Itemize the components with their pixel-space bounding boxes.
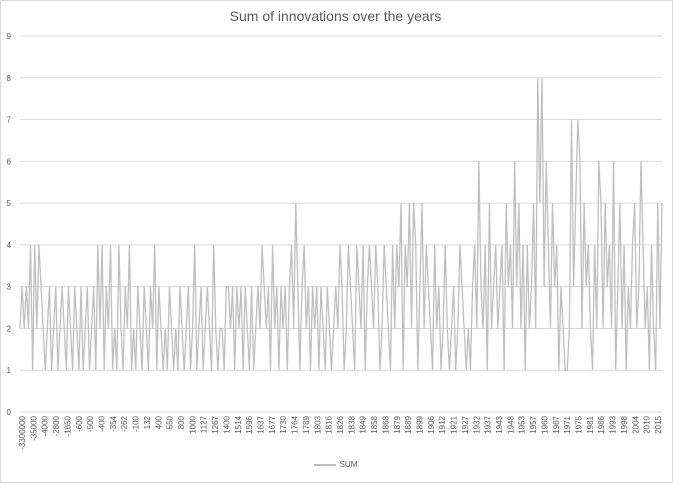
x-tick-label: -1650: [63, 415, 72, 436]
x-tick-label: 1127: [200, 415, 209, 433]
x-tick-label: 1637: [257, 415, 266, 433]
x-tick-label: 1400: [222, 415, 231, 433]
x-tick-label: 1677: [268, 415, 277, 433]
y-tick-label: 1: [7, 366, 12, 375]
x-tick-label: 2015: [654, 415, 663, 433]
x-tick-label: 1849: [359, 415, 368, 433]
y-tick-label: 6: [7, 157, 12, 166]
y-tick-label: 8: [7, 74, 12, 83]
x-tick-label: -600: [75, 415, 84, 432]
x-tick-label: 1000: [188, 415, 197, 433]
x-tick-label: 1943: [495, 415, 504, 433]
x-tick-label: 1953: [518, 415, 527, 433]
x-tick-label: -2800: [52, 415, 61, 436]
x-tick-label: 1789: [302, 415, 311, 433]
x-tick-label: 1764: [291, 415, 300, 433]
x-tick-label: 2010: [643, 415, 652, 433]
x-tick-label: 132: [143, 415, 152, 429]
x-tick-label: 1912: [438, 415, 447, 433]
x-tick-label: 1803: [313, 415, 322, 433]
x-tick-label: 1816: [325, 415, 334, 433]
series-line-SUM: [19, 77, 663, 371]
x-tick-label: 1998: [620, 415, 629, 433]
legend-swatch: [313, 463, 336, 466]
x-tick-label: -500: [86, 415, 95, 432]
x-tick-label: 1971: [563, 415, 572, 433]
x-tick-label: 1957: [529, 415, 538, 433]
x-tick-label: 1879: [393, 415, 402, 433]
x-tick-label: -100: [132, 415, 141, 432]
x-tick-label: -35000: [29, 415, 38, 440]
x-tick-label: 1993: [609, 415, 618, 433]
chart-title: Sum of innovations over the years: [229, 8, 442, 24]
x-tick-label: 1826: [336, 415, 345, 433]
x-tick-label: -400: [98, 415, 107, 432]
x-tick-label: 1906: [427, 415, 436, 433]
x-tick-label: 1889: [404, 415, 413, 433]
x-tick-label: 1514: [234, 415, 243, 433]
x-tick-label: 1899: [416, 415, 425, 433]
x-tick-label: -354: [109, 415, 118, 432]
x-tick-label: -262: [120, 415, 129, 432]
y-tick-label: 3: [7, 283, 12, 292]
legend: SUM: [0, 460, 671, 469]
y-tick-label: 0: [7, 408, 12, 417]
x-tick-label: 1967: [552, 415, 561, 433]
x-tick-label: 400: [154, 415, 163, 429]
x-tick-label: 1986: [597, 415, 606, 433]
x-tick-label: 1932: [472, 415, 481, 433]
x-tick-label: 1927: [461, 415, 470, 433]
y-tick-label: 5: [7, 199, 12, 208]
x-tick-label: 1960: [540, 415, 549, 433]
y-tick-label: 9: [7, 32, 12, 41]
y-tick-label: 2: [7, 324, 12, 333]
x-tick-label: 1948: [506, 415, 515, 433]
x-tick-label: 800: [177, 415, 186, 429]
x-tick-label: 1596: [245, 415, 254, 433]
x-tick-label: 550: [166, 415, 175, 429]
x-tick-label: 1858: [370, 415, 379, 433]
x-tick-label: 1921: [450, 415, 459, 433]
x-tick-label: 2004: [631, 415, 640, 433]
x-tick-label: 1981: [586, 415, 595, 433]
x-tick-label: 1838: [347, 415, 356, 433]
x-tick-label: 1730: [279, 415, 288, 433]
x-tick-label: 1975: [575, 415, 584, 433]
x-tick-label: -3300000: [18, 415, 27, 449]
legend-label: SUM: [339, 460, 358, 469]
x-tick-label: 1267: [211, 415, 220, 433]
x-tick-label: 1937: [484, 415, 493, 433]
y-tick-label: 7: [7, 116, 12, 125]
y-tick-label: 4: [7, 241, 12, 250]
x-tick-label: -4000: [41, 415, 50, 436]
x-tick-label: 1868: [381, 415, 390, 433]
